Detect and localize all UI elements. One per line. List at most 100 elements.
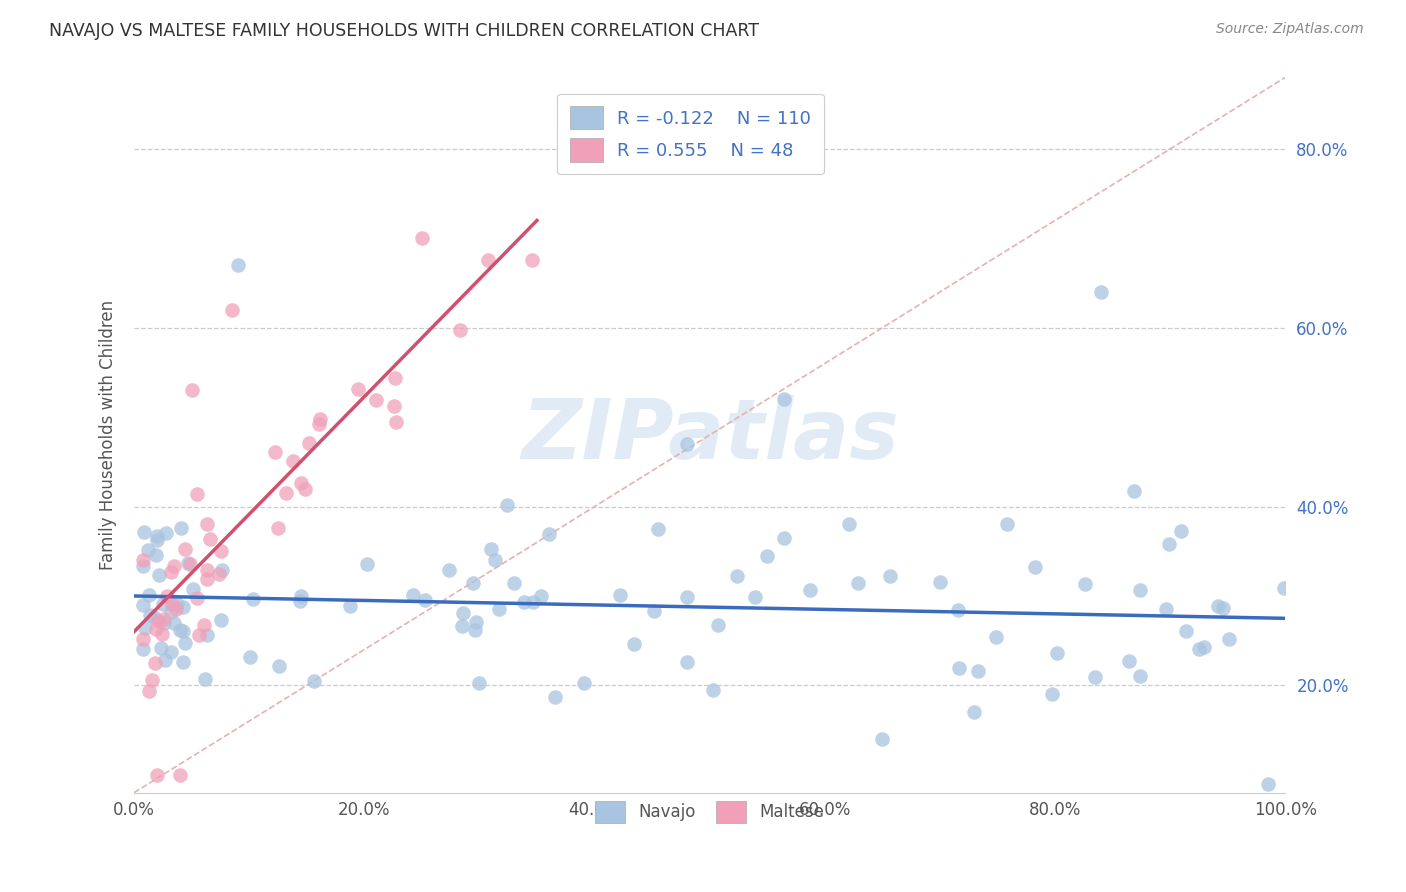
Point xyxy=(479,542,502,557)
Point xyxy=(141,673,163,687)
Point xyxy=(1084,670,1107,684)
Point xyxy=(153,653,176,667)
Point xyxy=(288,593,311,607)
Point xyxy=(609,588,631,602)
Point xyxy=(872,731,894,746)
Point xyxy=(169,768,191,782)
Point xyxy=(239,650,262,665)
Point xyxy=(142,610,165,624)
Point xyxy=(647,522,669,536)
Point xyxy=(1090,285,1112,299)
Point xyxy=(177,556,200,570)
Point xyxy=(744,591,766,605)
Point xyxy=(1174,624,1197,638)
Point xyxy=(1129,668,1152,682)
Point xyxy=(155,526,177,541)
Point xyxy=(522,252,544,267)
Point xyxy=(156,589,179,603)
Point xyxy=(136,542,159,557)
Point xyxy=(1187,642,1209,657)
Point xyxy=(986,630,1008,644)
Point xyxy=(267,521,290,535)
Point xyxy=(1154,602,1177,616)
Point xyxy=(963,705,986,719)
Point xyxy=(799,583,821,598)
Point xyxy=(150,627,173,641)
Point xyxy=(484,553,506,567)
Point xyxy=(281,454,304,468)
Point xyxy=(1272,581,1295,595)
Point xyxy=(290,589,312,603)
Point xyxy=(513,595,536,609)
Point xyxy=(209,544,232,558)
Point xyxy=(725,568,748,582)
Point xyxy=(172,656,194,670)
Point xyxy=(339,599,361,613)
Point xyxy=(195,563,218,577)
Point xyxy=(1073,577,1095,591)
Point xyxy=(1157,537,1180,551)
Point xyxy=(464,623,486,637)
Point xyxy=(451,619,474,633)
Point xyxy=(132,558,155,573)
Point xyxy=(195,572,218,586)
Point xyxy=(1206,599,1229,614)
Point xyxy=(170,521,193,535)
Point xyxy=(186,591,208,606)
Point xyxy=(543,690,565,704)
Text: ZIPatlas: ZIPatlas xyxy=(520,394,898,475)
Point xyxy=(138,588,160,602)
Point xyxy=(146,533,169,547)
Point xyxy=(522,595,544,609)
Point xyxy=(174,636,197,650)
Point xyxy=(163,559,186,574)
Point xyxy=(413,593,436,607)
Point xyxy=(169,623,191,637)
Point xyxy=(477,252,499,267)
Point xyxy=(172,600,194,615)
Point xyxy=(242,592,264,607)
Point xyxy=(453,606,475,620)
Point xyxy=(702,683,724,698)
Point xyxy=(148,568,170,582)
Point xyxy=(165,602,187,616)
Y-axis label: Family Households with Children: Family Households with Children xyxy=(100,300,117,570)
Point xyxy=(153,612,176,626)
Point xyxy=(149,641,172,656)
Point xyxy=(356,558,378,572)
Point xyxy=(464,615,486,629)
Point xyxy=(347,382,370,396)
Point xyxy=(209,613,232,627)
Point xyxy=(643,604,665,618)
Text: NAVAJO VS MALTESE FAMILY HOUSEHOLDS WITH CHILDREN CORRELATION CHART: NAVAJO VS MALTESE FAMILY HOUSEHOLDS WITH… xyxy=(49,22,759,40)
Point xyxy=(1040,687,1063,701)
Point xyxy=(298,435,321,450)
Point xyxy=(179,557,201,571)
Point xyxy=(1118,655,1140,669)
Point xyxy=(198,532,221,546)
Point xyxy=(755,549,778,563)
Point xyxy=(1218,632,1240,646)
Point xyxy=(773,531,796,545)
Point xyxy=(1024,560,1046,574)
Point xyxy=(226,258,249,272)
Point xyxy=(967,664,990,678)
Point xyxy=(773,392,796,407)
Point xyxy=(382,399,405,413)
Point xyxy=(221,302,243,317)
Point xyxy=(879,569,901,583)
Point xyxy=(384,370,406,384)
Point xyxy=(838,516,860,531)
Point xyxy=(308,417,330,432)
Point xyxy=(1046,646,1069,660)
Point xyxy=(138,684,160,698)
Point xyxy=(366,392,388,407)
Point xyxy=(846,576,869,591)
Point xyxy=(162,597,184,611)
Point xyxy=(384,415,406,429)
Point xyxy=(304,674,326,689)
Point xyxy=(676,656,699,670)
Point xyxy=(946,603,969,617)
Point xyxy=(139,607,162,622)
Point xyxy=(437,564,460,578)
